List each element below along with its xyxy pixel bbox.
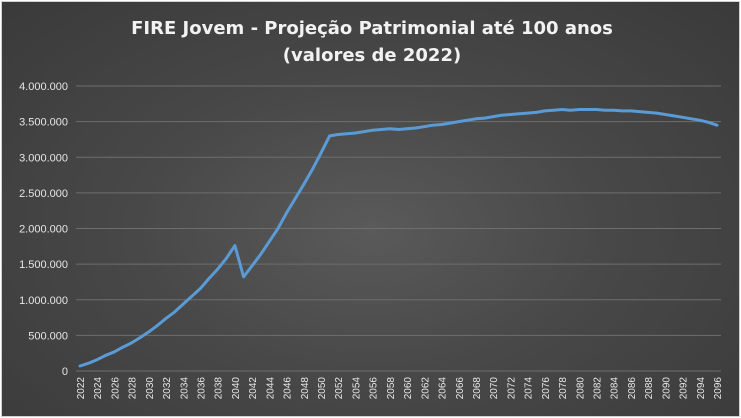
y-axis-tick-labels: 0 500.000 1.000.000 1.500.000 2.000.000 2.500… [19, 81, 68, 378]
x-tick-label: 2058 [386, 377, 397, 400]
x-tick-label: 2056 [369, 377, 380, 400]
x-tick-label: 2032 [162, 377, 173, 400]
y-tick-label: 2.500.000 [19, 188, 68, 200]
x-tick-label: 2040 [231, 377, 242, 400]
y-tick-label: 1.500.000 [19, 259, 68, 271]
x-tick-label: 2070 [489, 377, 500, 400]
y-tick-label: 4.000.000 [19, 81, 68, 93]
x-tick-label: 2030 [145, 377, 156, 400]
x-tick-label: 2050 [317, 377, 328, 400]
x-tick-label: 2088 [644, 377, 655, 400]
x-tick-label: 2084 [610, 377, 621, 400]
x-tick-label: 2034 [179, 377, 190, 400]
x-tick-label: 2076 [541, 377, 552, 400]
series-layer [78, 108, 719, 368]
y-tick-label: 3.500.000 [19, 117, 68, 129]
y-tick-label: 3.000.000 [19, 152, 68, 164]
x-tick-label: 2022 [76, 377, 87, 400]
x-tick-label: 2042 [248, 377, 259, 400]
x-tick-label: 2062 [420, 377, 431, 400]
y-tick-label: 2.000.000 [19, 224, 68, 236]
x-tick-label: 2044 [265, 377, 276, 400]
x-tick-label: 2064 [438, 377, 449, 400]
x-tick-label: 2052 [334, 377, 345, 400]
x-tick-label: 2086 [627, 377, 638, 400]
x-tick-label: 2038 [214, 377, 225, 400]
x-tick-label: 2026 [110, 377, 121, 400]
x-tick-label: 2036 [197, 377, 208, 400]
x-tick-label: 2046 [283, 377, 294, 400]
x-tick-label: 2028 [128, 377, 139, 400]
x-tick-label: 2048 [300, 377, 311, 400]
x-tick-label: 2078 [558, 377, 569, 400]
y-tick-label: 500.000 [28, 330, 68, 342]
x-tick-label: 2066 [455, 377, 466, 400]
x-tick-label: 2024 [93, 377, 104, 400]
series-line [78, 108, 719, 368]
x-tick-label: 2092 [679, 377, 690, 400]
x-tick-label: 2060 [403, 377, 414, 400]
y-tick-label: 0 [62, 366, 68, 378]
y-tick-label: 1.000.000 [19, 295, 68, 307]
x-axis-tick-labels: 2022 2024 2026 2028 2030 2032 2034 2036 2038 2040… [76, 377, 724, 400]
x-tick-label: 2072 [506, 377, 517, 400]
x-tick-label: 2074 [524, 377, 535, 400]
x-tick-label: 2068 [472, 377, 483, 400]
x-tick-label: 2054 [351, 377, 362, 400]
x-tick-label: 2096 [713, 377, 724, 400]
x-tick-label: 2082 [592, 377, 603, 400]
chart-title-line-1: FIRE Jovem - Projeção Patrimonial até 10… [131, 18, 613, 39]
x-tick-label: 2094 [696, 377, 707, 400]
chart-title-line-2: (valores de 2022) [283, 45, 461, 66]
x-tick-label: 2090 [661, 377, 672, 400]
x-tick-label: 2080 [575, 377, 586, 400]
gridlines [76, 85, 721, 372]
